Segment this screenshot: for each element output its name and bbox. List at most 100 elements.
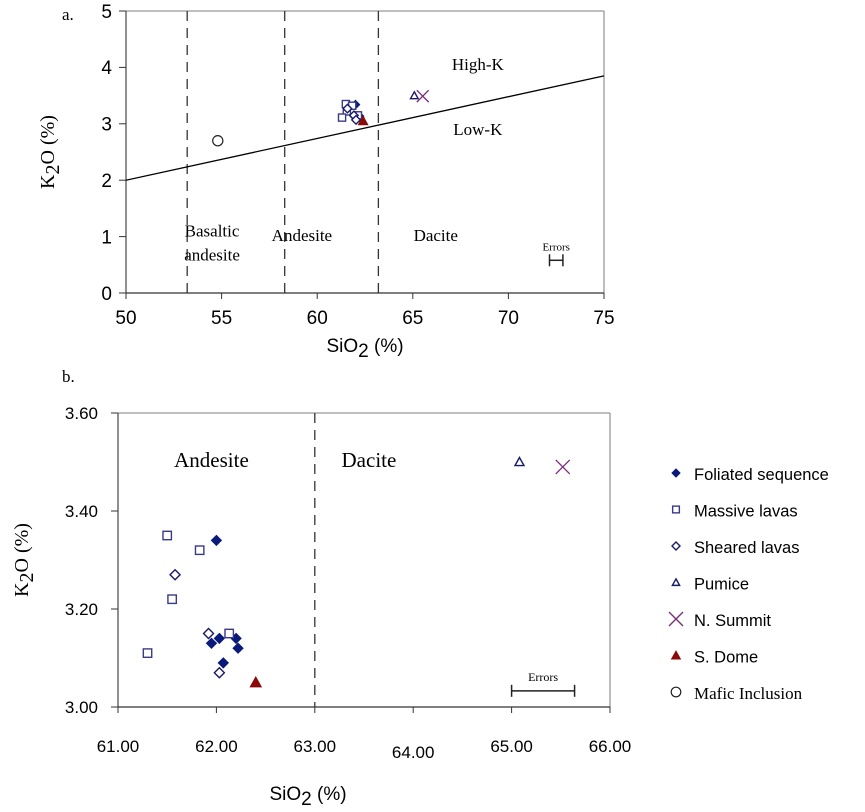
legend-label: Pumice (694, 576, 749, 594)
region-label: Low-K (453, 120, 503, 139)
legend-marker (671, 577, 681, 587)
y-tick-label: 3.20 (65, 600, 98, 619)
series-pumice (409, 90, 420, 100)
error-bar: Errors (510, 670, 576, 697)
y-tick-label: 3.40 (65, 502, 98, 521)
x-tick-label: 75 (593, 308, 614, 329)
region-label: andesite (184, 245, 240, 264)
data-point (224, 628, 235, 639)
region-label: Dacite (342, 448, 397, 472)
region-label: Dacite (414, 226, 458, 245)
region-label: Andesite (174, 448, 249, 472)
x-tick-label: 63.00 (294, 737, 337, 756)
x-stroke (555, 459, 571, 475)
region-label: Basaltic (185, 222, 240, 241)
error-bar-label: Errors (542, 241, 570, 253)
legend-marker (671, 468, 681, 478)
legend-label: Mafic Inclusion (694, 684, 803, 703)
y-tick-label: 5 (101, 2, 112, 23)
legend-label: Foliated sequence (694, 466, 829, 484)
data-point (337, 113, 347, 122)
series-n-summit (555, 459, 571, 475)
x-tick-label: 65 (402, 308, 423, 329)
data-point (232, 642, 244, 654)
y-tick-label: 3.00 (65, 698, 98, 717)
x-stroke (416, 89, 430, 103)
series-pumice (513, 456, 526, 467)
data-point (212, 135, 224, 147)
x-tick-label: 64.00 (392, 743, 435, 762)
legend-item: S. Dome (670, 649, 758, 667)
legend-marker (671, 541, 681, 551)
data-point (169, 568, 182, 581)
data-point (217, 657, 229, 669)
data-point (194, 545, 205, 556)
legend-item: Mafic Inclusion (670, 684, 803, 703)
x-tick-label: 50 (115, 308, 136, 329)
y-tick-label: 4 (101, 58, 112, 79)
y-axis-label: K2O (%) (37, 115, 64, 189)
x-tick-label: 61.00 (97, 737, 140, 756)
legend-marker (671, 505, 681, 514)
data-point (342, 103, 353, 114)
legend-marker (670, 650, 682, 660)
series-sheared-lavas (342, 103, 362, 126)
legend: Foliated sequence Massive lavas Sheared la… (668, 466, 829, 703)
data-point (249, 675, 263, 688)
error-bar: Errors (542, 241, 570, 267)
legend-label: Massive lavas (694, 503, 798, 521)
series-s-dome (249, 675, 263, 688)
x-tick-label: 65.00 (490, 737, 533, 756)
legend-item: Massive lavas (671, 503, 798, 521)
x-tick-label: 62.00 (195, 737, 238, 756)
series-massive-lavas (142, 530, 235, 659)
error-bar-label: Errors (528, 670, 558, 684)
data-point (357, 115, 369, 126)
series-n-summit (416, 89, 430, 103)
legend-item: N. Summit (668, 611, 771, 630)
panel-label: b. (62, 367, 75, 386)
data-point (202, 627, 215, 640)
x-tick-label: 60 (307, 308, 328, 329)
legend-marker (670, 686, 682, 698)
panel-a: a. 50 55 60 65 70 75 0 1 2 3 4 5 SiO2 (%) K2O (%) Basal… (37, 2, 615, 362)
x-tick-label: 55 (211, 308, 232, 329)
y-tick-label: 3.60 (65, 404, 98, 423)
data-point (167, 594, 178, 605)
panel-b: b. 61.00 62.00 63.00 64.00 65.00 66.00 3.00 3.20… (11, 367, 631, 810)
data-point (162, 530, 173, 541)
data-point (555, 459, 571, 475)
y-tick-label: 1 (101, 227, 112, 248)
legend-item: Foliated sequence (671, 466, 829, 484)
data-point (513, 456, 526, 467)
data-point (213, 632, 226, 645)
y-tick-label: 3 (101, 115, 112, 136)
y-tick-label: 2 (101, 171, 112, 192)
region-label: Andesite (272, 226, 332, 245)
x-axis-label: SiO2 (%) (269, 784, 346, 810)
data-point (416, 89, 430, 103)
y-axis-label: K2O (%) (11, 523, 38, 597)
high-low-k-division-line (125, 75, 605, 181)
legend-marker (668, 611, 684, 627)
x-axis-label: SiO2 (%) (326, 336, 403, 362)
legend-item: Pumice (671, 576, 749, 594)
x-tick-label: 66.00 (589, 737, 632, 756)
data-point (213, 666, 226, 679)
legend-label: S. Dome (694, 649, 758, 667)
y-tick-label: 0 (101, 284, 112, 305)
data-point (409, 90, 420, 100)
data-point (210, 534, 223, 547)
series-sheared-lavas (169, 568, 226, 679)
data-point (205, 637, 218, 650)
legend-item: Sheared lavas (671, 539, 800, 557)
x-stroke (668, 611, 684, 627)
x-tick-label: 70 (498, 308, 519, 329)
data-point (142, 648, 153, 659)
series-mafic-inclusion (212, 135, 224, 147)
series-s-dome (357, 115, 369, 126)
legend-label: Sheared lavas (694, 539, 800, 557)
panel-label: a. (62, 5, 74, 24)
region-label: High-K (452, 55, 505, 74)
